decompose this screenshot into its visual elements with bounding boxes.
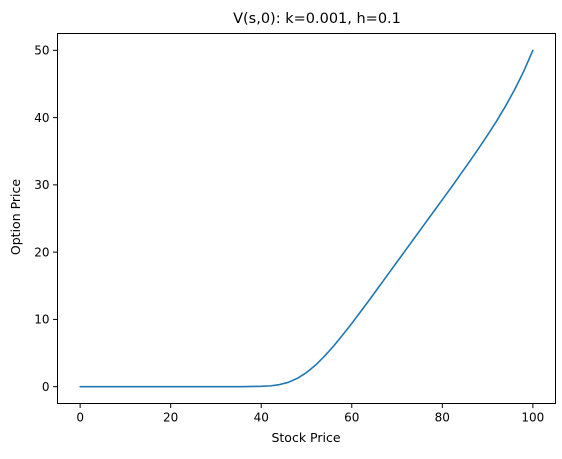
chart-title: V(s,0): k=0.001, h=0.1 [233, 11, 401, 27]
y-tick-label: 50 [34, 44, 49, 58]
series-layer [79, 49, 534, 388]
y-tick-label: 0 [42, 380, 50, 394]
y-tick-label: 10 [34, 313, 49, 327]
y-axis-label: Option Price [8, 179, 23, 255]
x-tick-label: 100 [521, 411, 544, 425]
plot-area-frame [57, 33, 556, 404]
x-tick-label: 60 [344, 411, 359, 425]
x-tick-label: 20 [163, 411, 178, 425]
x-tick-label: 0 [76, 411, 84, 425]
x-tick-label: 80 [435, 411, 450, 425]
y-tick-label: 30 [34, 178, 49, 192]
x-tick-label: 40 [254, 411, 269, 425]
ticks-layer: 0 20 40 60 80 100 0 10 20 30 40 50 [34, 44, 544, 425]
y-tick-label: 20 [34, 245, 49, 259]
y-tick-label: 40 [34, 111, 49, 125]
x-axis-label: Stock Price [271, 430, 340, 445]
series-line [79, 49, 534, 388]
